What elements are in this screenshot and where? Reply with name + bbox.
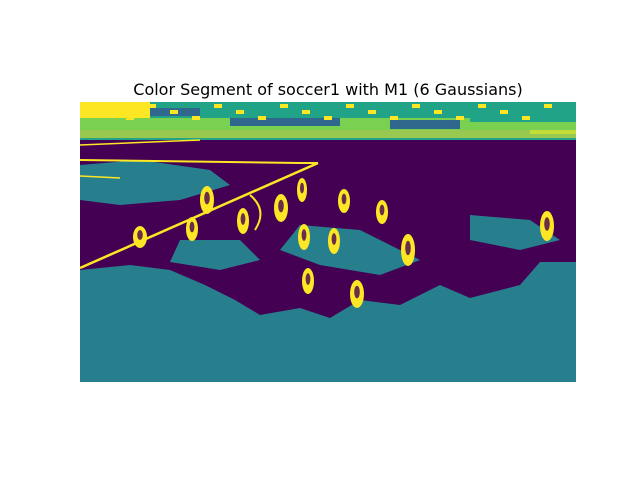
stands-speckle [500,110,508,114]
player-detail [305,273,311,285]
stands-speckle [126,116,134,120]
stands-speckle [148,104,156,108]
stands-speckle [434,110,442,114]
player-detail [204,191,210,205]
field-line [79,175,121,179]
segmentation-image [79,102,576,382]
stands-speckle [192,116,200,120]
stands-speckle [82,104,90,108]
player-detail [341,193,347,205]
stands-speckle [104,110,112,114]
stands-speckle [324,116,332,120]
player-detail [137,230,143,240]
pitch-teal-patch [280,225,420,275]
stands-speckle [368,110,376,114]
field-line [79,139,201,146]
stands-speckle [170,110,178,114]
field-line [79,161,319,270]
field-line [79,159,318,164]
stands-speckle [302,110,310,114]
player-detail [189,221,195,233]
stands-speckle [522,116,530,120]
pitch-teal-patch [170,240,260,270]
player-detail [300,182,304,194]
stands-speckle [280,104,288,108]
stands-speckle [346,104,354,108]
player-detail [278,199,284,213]
stands-right-band [530,124,576,134]
stands-speckle [412,104,420,108]
ad-board-1 [230,118,340,126]
player-detail [331,233,337,245]
player-detail [379,204,385,216]
stands-speckle [258,116,266,120]
stands-speckle [236,110,244,114]
player-detail [240,213,246,225]
stands-speckle [478,104,486,108]
chart-title: Color Segment of soccer1 with M1 (6 Gaus… [133,80,522,99]
stands-yellow-left [80,102,150,118]
stands-edge [80,130,576,138]
stands-speckle [214,104,222,108]
player-detail [544,217,550,231]
stands-speckle [390,116,398,120]
field-line [249,194,262,231]
pitch-teal-patch [80,160,230,205]
stands-speckle [544,104,552,108]
player-detail [354,285,360,299]
player-detail [405,240,411,256]
player-detail [301,229,307,241]
pitch-teal-patch [470,215,560,250]
stands-speckle [456,116,464,120]
ad-board-2 [390,120,460,129]
